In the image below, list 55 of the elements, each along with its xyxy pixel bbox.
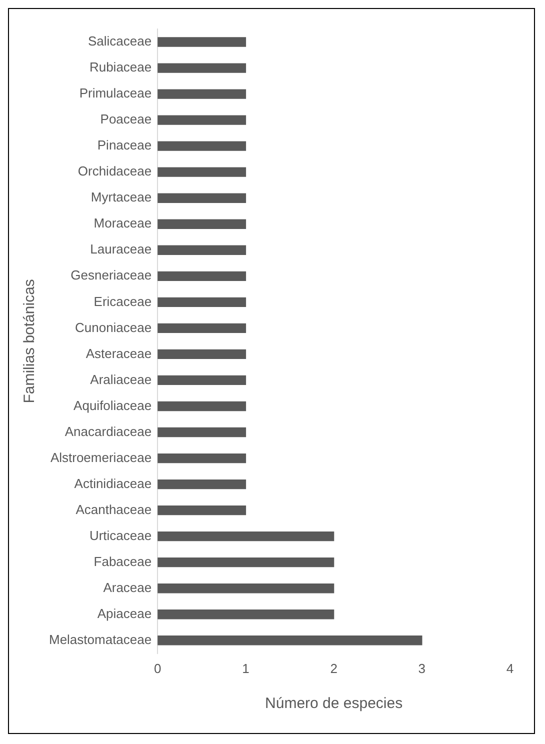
bar xyxy=(158,297,246,308)
y-tick-label: Actinidiaceae xyxy=(74,476,152,491)
bar xyxy=(158,115,246,125)
bar xyxy=(158,349,246,360)
y-tick-label: Cunoniaceae xyxy=(74,320,152,335)
y-tick-label: Orchidaceae xyxy=(78,164,152,179)
bar xyxy=(158,427,246,438)
bar xyxy=(158,219,246,229)
y-tick-label: Salicaceae xyxy=(88,34,152,49)
bar xyxy=(158,610,334,620)
bar xyxy=(158,479,246,490)
y-tick-label: Anacardiaceae xyxy=(64,424,152,439)
y-tick-label: Araliaceae xyxy=(90,372,152,387)
bar xyxy=(158,375,246,386)
y-tick-label: Acanthaceae xyxy=(76,502,152,517)
x-tick-label: 2 xyxy=(330,660,338,676)
x-axis-title: Número de especies xyxy=(265,695,403,712)
bar xyxy=(158,245,246,255)
y-tick-label: Asteraceae xyxy=(86,346,152,361)
bar xyxy=(158,531,334,542)
bar xyxy=(158,37,246,47)
y-tick-label: Rubiaceae xyxy=(89,60,152,75)
y-axis-title: Familias botánicas xyxy=(21,279,38,404)
bar xyxy=(158,323,246,334)
bar xyxy=(158,141,246,151)
y-tick-label: Urticaceae xyxy=(89,528,152,543)
y-tick-label: Primulaceae xyxy=(79,86,152,101)
y-tick-label: Pinaceae xyxy=(97,138,152,153)
bar xyxy=(158,401,246,412)
bar xyxy=(158,271,246,281)
bar xyxy=(158,505,246,516)
x-tick-label: 4 xyxy=(506,660,514,676)
bar xyxy=(158,584,334,594)
bar xyxy=(158,89,246,99)
y-tick-label: Myrtaceae xyxy=(90,190,152,205)
y-tick-label: Melastomataceae xyxy=(48,632,152,647)
y-tick-label: Moraceae xyxy=(94,216,152,231)
bar xyxy=(158,63,246,73)
bar xyxy=(158,636,422,646)
y-tick-label: Fabaceae xyxy=(94,554,152,569)
y-tick-label: Poaceae xyxy=(100,112,152,127)
y-tick-label: Aquifoliaceae xyxy=(74,398,152,413)
x-tick-label: 0 xyxy=(154,660,162,676)
bar xyxy=(158,193,246,203)
y-tick-label: Araceae xyxy=(103,580,152,595)
x-tick-label: 1 xyxy=(242,660,250,676)
y-tick-label: Alstroemeriaceae xyxy=(50,450,152,465)
bar xyxy=(158,453,246,464)
y-tick-label: Apiaceae xyxy=(97,606,152,621)
bar xyxy=(158,167,246,177)
bar xyxy=(158,558,334,568)
y-tick-label: Ericaceae xyxy=(94,294,152,309)
x-tick-label: 3 xyxy=(418,660,426,676)
y-tick-label: Gesneriaceae xyxy=(70,268,152,283)
y-tick-label: Lauraceae xyxy=(90,242,152,257)
